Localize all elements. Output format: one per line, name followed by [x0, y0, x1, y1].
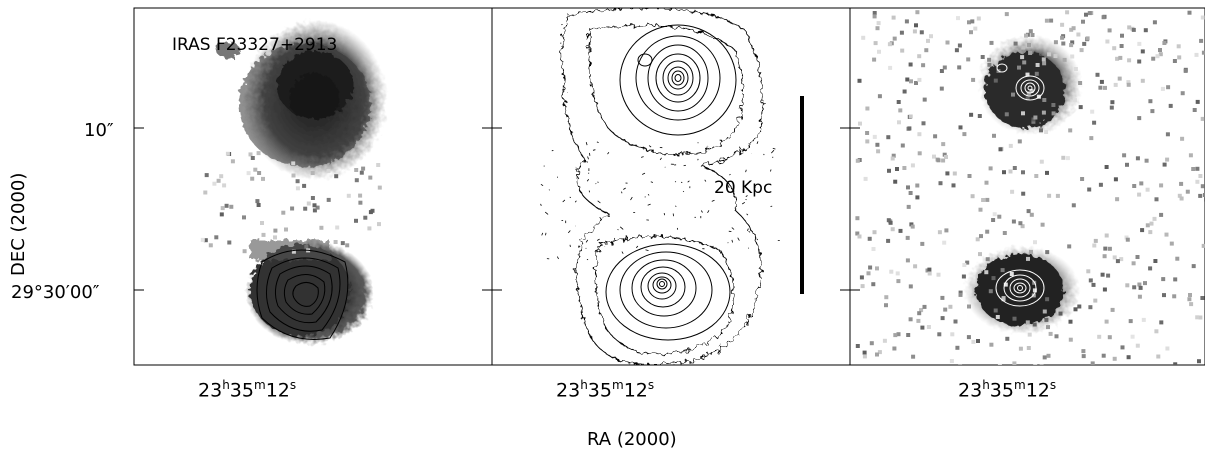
object-label: IRAS F23327+2913: [172, 35, 337, 55]
tick-marks: [134, 127, 860, 291]
right-white-contours: [995, 63, 1045, 307]
scale-bar-label: 20 Kpc: [714, 178, 772, 198]
middle-outer-contours: [560, 8, 764, 365]
right-panel: [849, 7, 1205, 366]
middle-south-contours: [605, 243, 731, 341]
middle-north-contours: [619, 24, 737, 136]
x-tick-right: 23h35m12s 23h35m12s: [958, 378, 1057, 402]
left-contours: [256, 249, 349, 340]
x-tick-left: 23h35m12s 23h35m12s: [198, 378, 297, 402]
y-axis-label: DEC (2000): [8, 173, 29, 276]
x-tick-middle: 23h35m12s 23h35m12s: [556, 378, 655, 402]
y-tick-10: 10″: [84, 120, 114, 141]
x-axis-label: RA (2000): [587, 429, 677, 450]
left-panel: [133, 7, 493, 366]
y-tick-293000: 29°30′00″: [11, 282, 100, 303]
middle-panel: 20 Kpc: [491, 7, 851, 366]
